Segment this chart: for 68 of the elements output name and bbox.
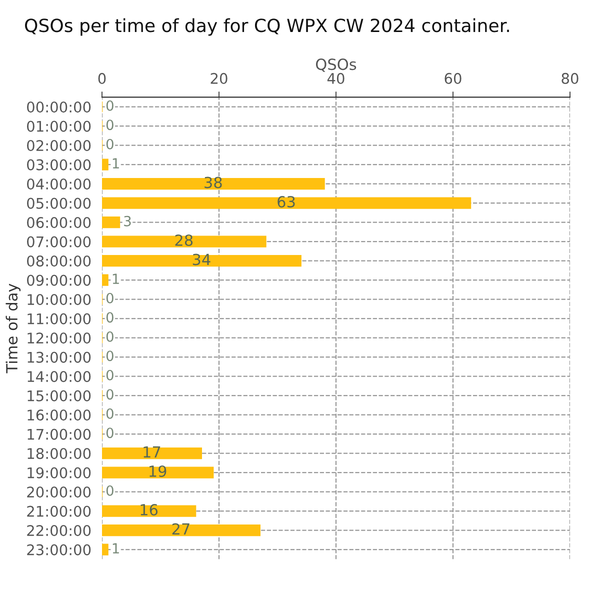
data-label: 16 <box>140 504 158 516</box>
y-tick-label: 16:00:00 <box>28 410 91 421</box>
x-tick-label: 0 <box>98 72 106 84</box>
data-label: 0 <box>106 370 114 380</box>
y-tick-label: 14:00:00 <box>28 371 91 382</box>
x-tick-label: 60 <box>444 72 462 84</box>
y-tick-label: 10:00:00 <box>28 294 91 306</box>
data-label: 0 <box>106 389 114 400</box>
bar <box>102 236 266 248</box>
bar <box>102 544 108 556</box>
data-label: 17 <box>144 446 160 458</box>
data-label: 27 <box>172 523 190 535</box>
y-tick-label: 07:00:00 <box>27 236 91 248</box>
bar <box>102 466 214 478</box>
x-tick-label: 80 <box>562 72 578 84</box>
y-axis-title: Time of day <box>6 284 21 374</box>
data-label: 0 <box>106 120 114 130</box>
bar <box>102 216 120 228</box>
y-tick-label: 13:00:00 <box>28 352 91 363</box>
data-label: 0 <box>106 428 114 438</box>
chart-title: QSOs per time of day for CQ WPX CW 2024 container. <box>25 18 509 36</box>
bar <box>102 178 325 190</box>
x-axis-title: QSOs <box>316 58 356 72</box>
y-tick-label: 12:00:00 <box>28 332 91 344</box>
data-label: 0 <box>106 331 114 342</box>
data-label: 28 <box>175 234 193 246</box>
data-label: 0 <box>106 350 114 362</box>
y-tick-label: 23:00:00 <box>27 544 91 556</box>
data-label: 0 <box>106 312 114 323</box>
y-tick-label: 11:00:00 <box>28 313 91 324</box>
x-tick-label: 40 <box>327 72 344 84</box>
y-tick-label: 08:00:00 <box>27 256 91 267</box>
x-tick-label: 20 <box>210 72 228 84</box>
y-tick-label: 18:00:00 <box>28 448 91 460</box>
data-label: 63 <box>278 196 295 208</box>
data-label: 1 <box>112 158 119 168</box>
bar <box>102 158 108 170</box>
data-label: 0 <box>106 138 114 150</box>
bar <box>102 197 472 209</box>
y-tick-label: 03:00:00 <box>27 159 91 170</box>
y-tick-label: 06:00:00 <box>27 217 91 228</box>
bar <box>102 274 108 286</box>
data-label: 0 <box>106 100 114 111</box>
y-tick-label: 17:00:00 <box>28 428 91 440</box>
y-tick-label: 09:00:00 <box>27 274 91 286</box>
y-tick-label: 04:00:00 <box>27 178 91 190</box>
y-tick-label: 20:00:00 <box>27 486 91 498</box>
data-label: 1 <box>112 274 119 284</box>
data-label: 0 <box>106 485 114 496</box>
y-tick-label: 21:00:00 <box>27 506 91 517</box>
data-label: 3 <box>124 216 131 226</box>
data-label: 19 <box>150 465 166 478</box>
y-tick-label: 19:00:00 <box>28 467 91 478</box>
y-tick-label: 01:00:00 <box>27 120 91 132</box>
data-label: 34 <box>192 254 210 266</box>
bar <box>102 505 196 517</box>
y-tick-label: 15:00:00 <box>28 390 91 402</box>
bar <box>102 254 302 267</box>
y-tick-label: 02:00:00 <box>27 140 91 152</box>
data-label: 1 <box>112 543 119 554</box>
y-tick-label: 22:00:00 <box>27 525 91 536</box>
bar <box>102 447 202 460</box>
y-tick-label: 00:00:00 <box>27 102 91 113</box>
bar <box>102 524 261 536</box>
data-label: 0 <box>106 292 114 304</box>
y-tick-label: 05:00:00 <box>27 198 91 209</box>
data-label: 0 <box>106 408 114 419</box>
data-label: 38 <box>204 176 222 188</box>
